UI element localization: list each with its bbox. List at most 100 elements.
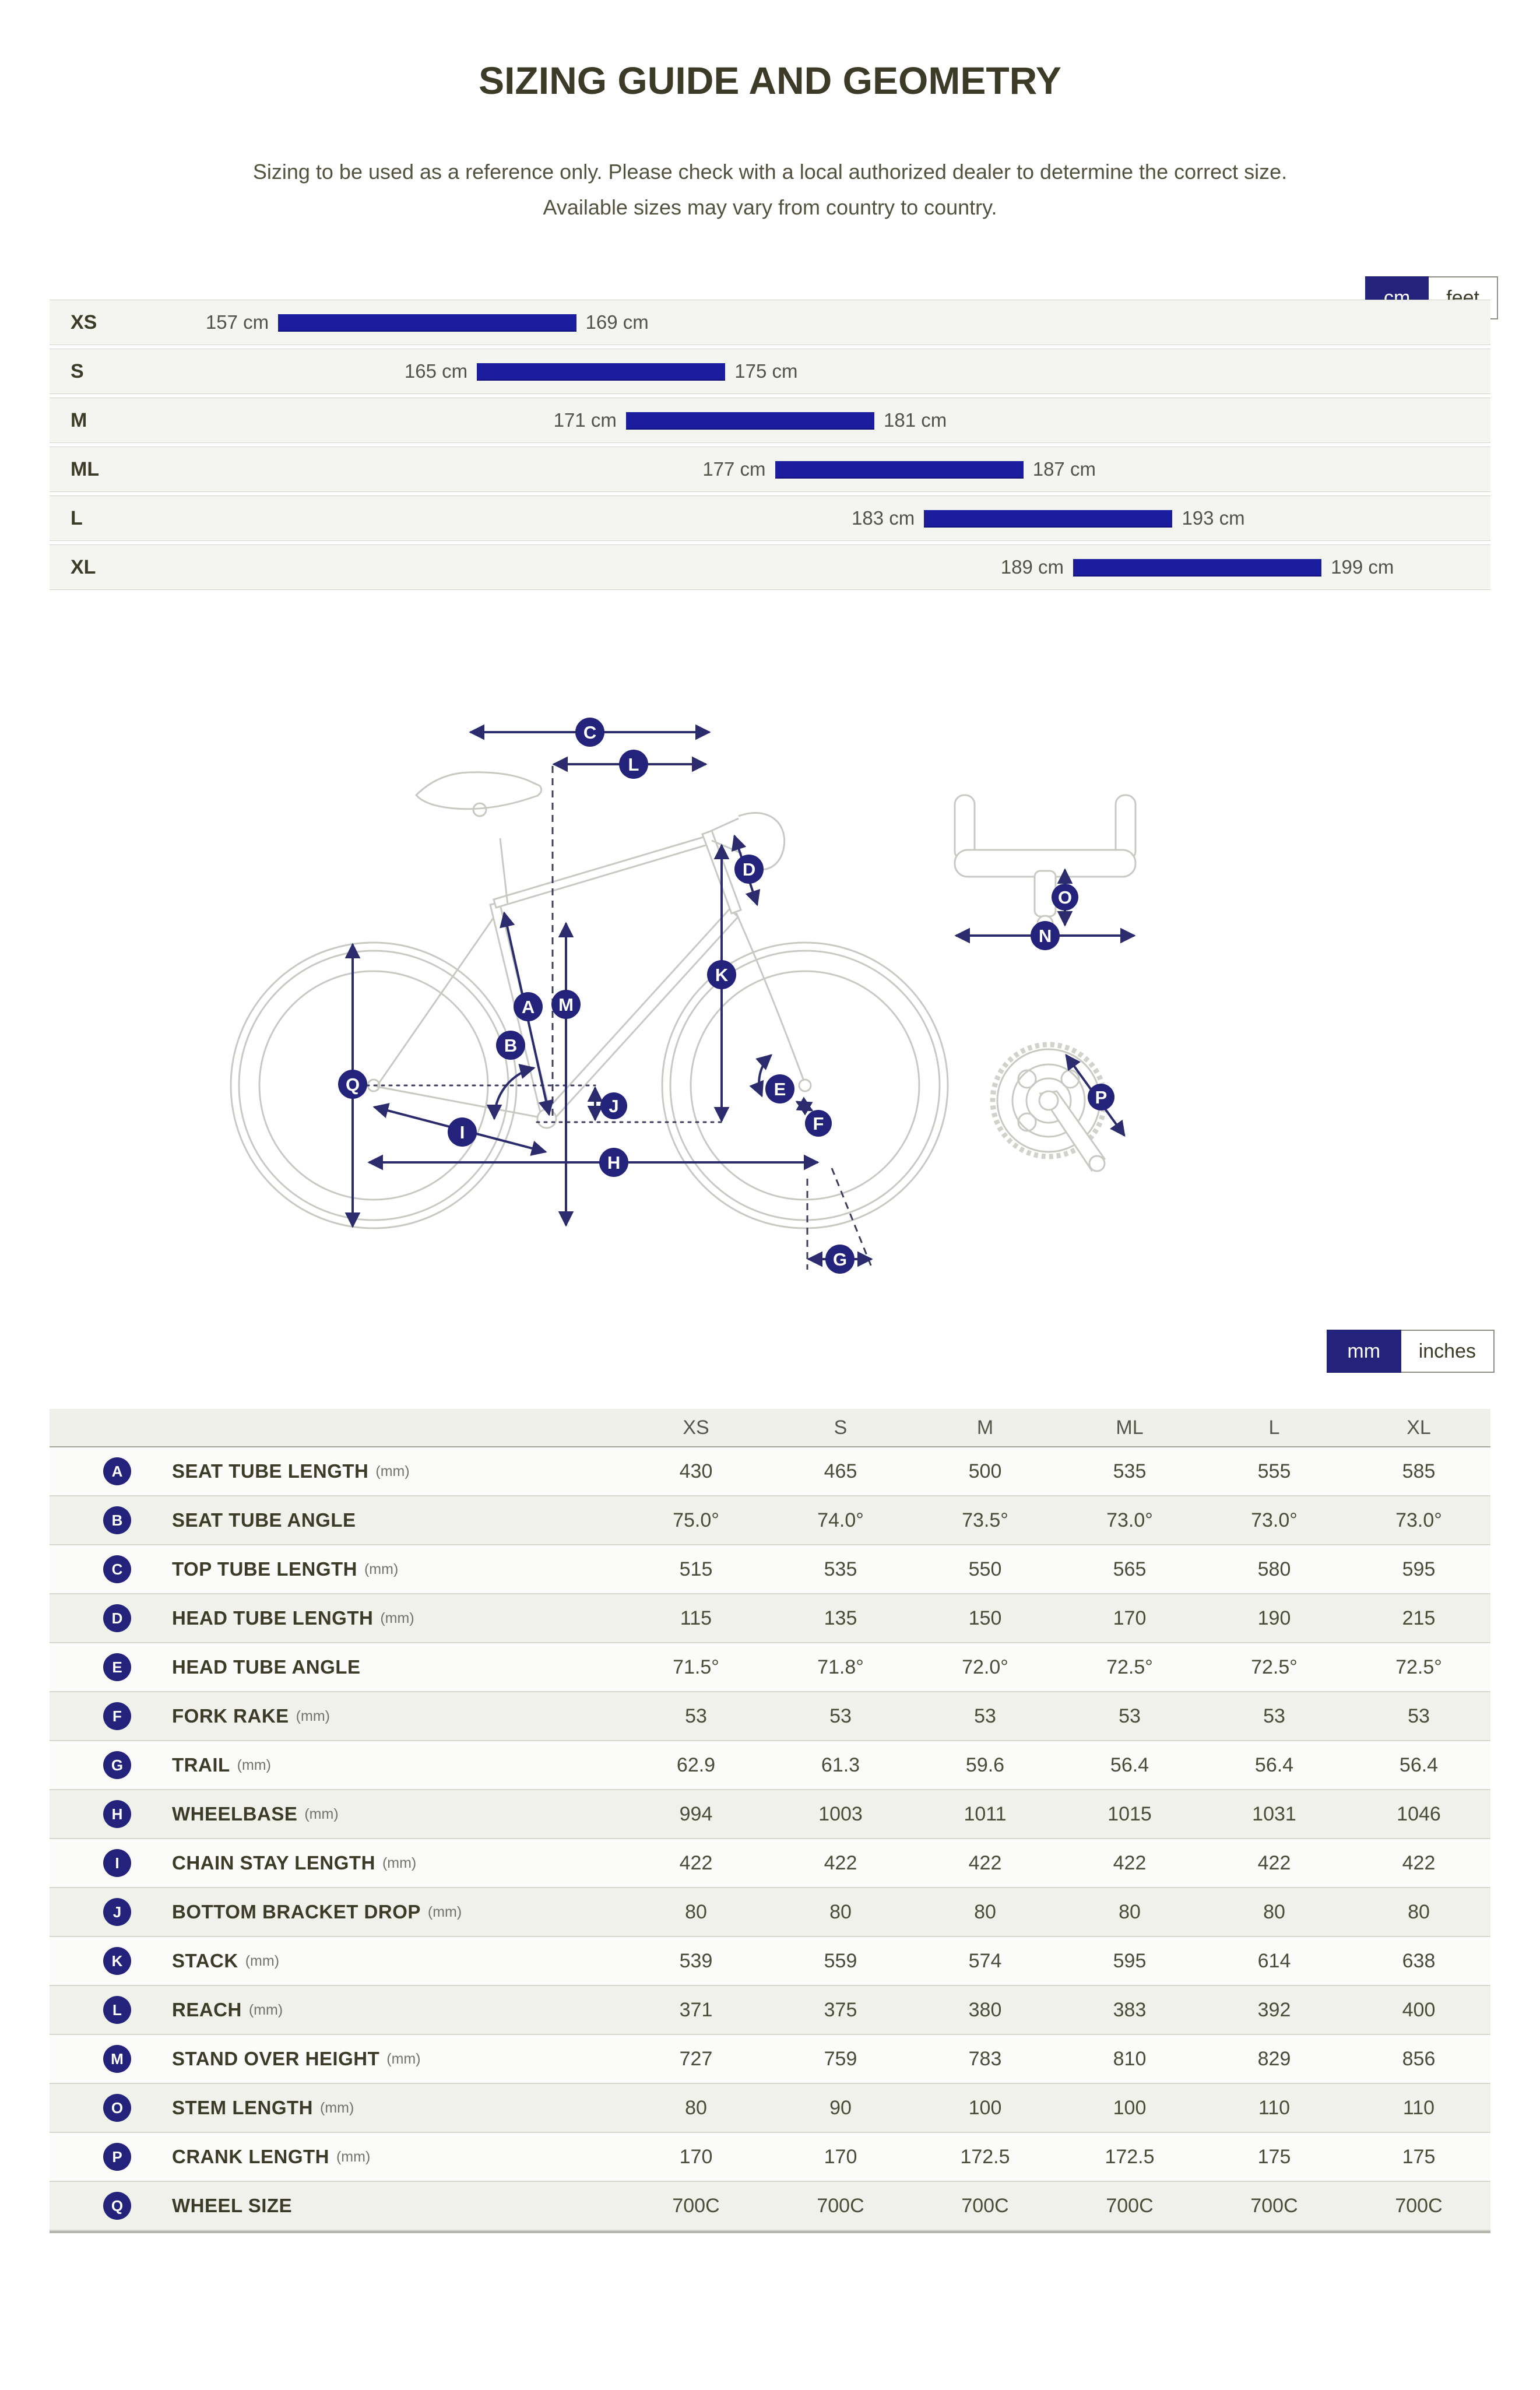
geo-value-cell: 80 xyxy=(1408,1900,1430,1923)
badge-B: B xyxy=(496,1031,525,1060)
geo-value-cell: 595 xyxy=(1402,1558,1436,1580)
geo-value-cell: 1003 xyxy=(818,1802,863,1825)
geo-value-cell: 53 xyxy=(974,1704,996,1727)
geo-value-cell: 700C xyxy=(817,2194,864,2217)
size-label: ML xyxy=(71,458,100,480)
row-label-cell: B SEAT TUBE ANGLE xyxy=(50,1506,624,1535)
height-range-bar xyxy=(477,363,726,381)
geo-value-cell: 56.4 xyxy=(1110,1753,1149,1776)
badge-D: D xyxy=(734,855,764,884)
disclaimer-line-1: Sizing to be used as a reference only. P… xyxy=(252,160,1288,184)
row-unit: (mm) xyxy=(296,1707,330,1724)
svg-text:C: C xyxy=(583,722,596,743)
row-name: TRAIL xyxy=(172,1754,230,1776)
geo-value-cell: 73.0° xyxy=(1251,1509,1298,1531)
geometry-table-row: I CHAIN STAY LENGTH (mm) 422 422 422 422 422… xyxy=(50,1839,1490,1889)
geometry-table-row: C TOP TUBE LENGTH (mm) 515 535 550 565 580 59… xyxy=(50,1545,1490,1595)
row-name: HEAD TUBE ANGLE xyxy=(172,1656,361,1678)
geo-value-cell: 539 xyxy=(679,1949,713,1972)
geo-value-cell: 72.0° xyxy=(962,1656,1008,1678)
size-label: XS xyxy=(71,311,97,333)
geometry-table-row: O STEM LENGTH (mm) 80 90 100 100 110 110 xyxy=(50,2084,1490,2134)
badge-J: J xyxy=(600,1092,627,1120)
geometry-table-row: B SEAT TUBE ANGLE 75.0° 74.0° 73.5° 73.0° 73… xyxy=(50,1496,1490,1546)
row-unit: (mm) xyxy=(304,1805,339,1822)
size-chart-row: L 183 cm 193 cm xyxy=(50,495,1490,542)
geo-value-cell: 392 xyxy=(1257,1998,1291,2021)
range-start-label: 157 cm xyxy=(205,311,269,333)
arc-head-tube-angle xyxy=(749,1054,772,1098)
geo-value-cell: 422 xyxy=(1113,1851,1147,1874)
badge-N: N xyxy=(1031,921,1060,951)
size-chart-row: M 171 cm 181 cm xyxy=(50,398,1490,444)
height-range-bar xyxy=(924,510,1173,528)
geo-value-cell: 574 xyxy=(968,1949,1002,1972)
geo-value-cell: 422 xyxy=(968,1851,1002,1874)
svg-text:O: O xyxy=(1058,887,1072,908)
geo-value-cell: 90 xyxy=(829,2096,852,2119)
geo-value-cell: 73.5° xyxy=(962,1509,1008,1531)
geo-value-cell: 74.0° xyxy=(817,1509,864,1531)
svg-text:P: P xyxy=(1095,1087,1107,1108)
height-range-bar xyxy=(775,461,1024,479)
column-header-l: L xyxy=(1268,1416,1280,1439)
badge-K: K xyxy=(707,960,736,990)
row-label-cell: O STEM LENGTH (mm) xyxy=(50,2094,624,2122)
row-label-cell: J BOTTOM BRACKET DROP (mm) xyxy=(50,1898,624,1927)
geo-value-cell: 422 xyxy=(679,1851,713,1874)
row-letter-badge: E xyxy=(103,1653,131,1682)
range-start-label: 177 cm xyxy=(702,458,766,480)
front-wheel xyxy=(661,941,949,1229)
badge-P: P xyxy=(1088,1084,1114,1111)
svg-text:A: A xyxy=(522,997,535,1017)
row-letter-badge: M xyxy=(103,2045,131,2073)
row-label-cell: I CHAIN STAY LENGTH (mm) xyxy=(50,1849,624,1878)
geo-value-cell: 829 xyxy=(1257,2047,1291,2070)
geo-value-cell: 550 xyxy=(968,1558,1002,1580)
mm-toggle-button[interactable]: mm xyxy=(1326,1330,1401,1373)
geo-value-cell: 1031 xyxy=(1252,1802,1296,1825)
row-label-cell: C TOP TUBE LENGTH (mm) xyxy=(50,1555,624,1584)
sizing-disclaimer: Sizing to be used as a reference only. P… xyxy=(0,154,1540,225)
geo-value-cell: 172.5 xyxy=(1105,2145,1155,2168)
geometry-table: XS S M ML L XL A SEAT TUBE LENGTH (mm) 430 465… xyxy=(50,1409,1490,2234)
svg-text:Q: Q xyxy=(346,1074,360,1095)
height-range-bar xyxy=(1073,559,1322,577)
geometry-table-body: A SEAT TUBE LENGTH (mm) 430 465 500 535 555 5… xyxy=(50,1447,1490,2231)
geo-value-cell: 700C xyxy=(672,2194,720,2217)
geo-value-cell: 75.0° xyxy=(673,1509,719,1531)
row-letter-badge: B xyxy=(103,1506,131,1535)
row-label-cell: M STAND OVER HEIGHT (mm) xyxy=(50,2045,624,2073)
column-header-s: S xyxy=(834,1416,848,1439)
table-unit-toggle: mm inches xyxy=(1326,1330,1495,1373)
row-unit: (mm) xyxy=(237,1756,271,1773)
geo-value-cell: 56.4 xyxy=(1399,1753,1439,1776)
geo-value-cell: 500 xyxy=(968,1460,1002,1482)
height-range-bar xyxy=(625,412,874,430)
row-unit: (mm) xyxy=(245,1952,280,1969)
geo-value-cell: 62.9 xyxy=(676,1753,716,1776)
bike-side-view xyxy=(230,771,949,1229)
geo-value-cell: 72.5° xyxy=(1106,1656,1153,1678)
geo-value-cell: 175 xyxy=(1257,2145,1291,2168)
row-letter-badge: C xyxy=(103,1555,131,1584)
inches-toggle-button[interactable]: inches xyxy=(1401,1330,1495,1373)
size-chart-row: XL 189 cm 199 cm xyxy=(50,544,1490,591)
height-range-bar xyxy=(278,314,576,332)
geo-value-cell: 700C xyxy=(1250,2194,1298,2217)
geo-value-cell: 994 xyxy=(679,1802,713,1825)
geo-value-cell: 53 xyxy=(1119,1704,1141,1727)
geo-value-cell: 727 xyxy=(679,2047,713,2070)
row-name: BOTTOM BRACKET DROP xyxy=(172,1901,421,1923)
row-letter-badge: F xyxy=(103,1702,131,1731)
size-chart-row: S 165 cm 175 cm xyxy=(50,349,1490,395)
geometry-table-row: G TRAIL (mm) 62.9 61.3 59.6 56.4 56.4 56.4 xyxy=(50,1741,1490,1791)
geo-value-cell: 53 xyxy=(1408,1704,1430,1727)
row-letter-badge: D xyxy=(103,1604,131,1633)
geometry-table-row: L REACH (mm) 371 375 380 383 392 400 xyxy=(50,1986,1490,2036)
row-letter-badge: J xyxy=(103,1898,131,1927)
geo-value-cell: 72.5° xyxy=(1251,1656,1298,1678)
row-name: STAND OVER HEIGHT xyxy=(172,2048,380,2070)
geo-value-cell: 465 xyxy=(824,1460,857,1482)
geo-value-cell: 515 xyxy=(679,1558,713,1580)
